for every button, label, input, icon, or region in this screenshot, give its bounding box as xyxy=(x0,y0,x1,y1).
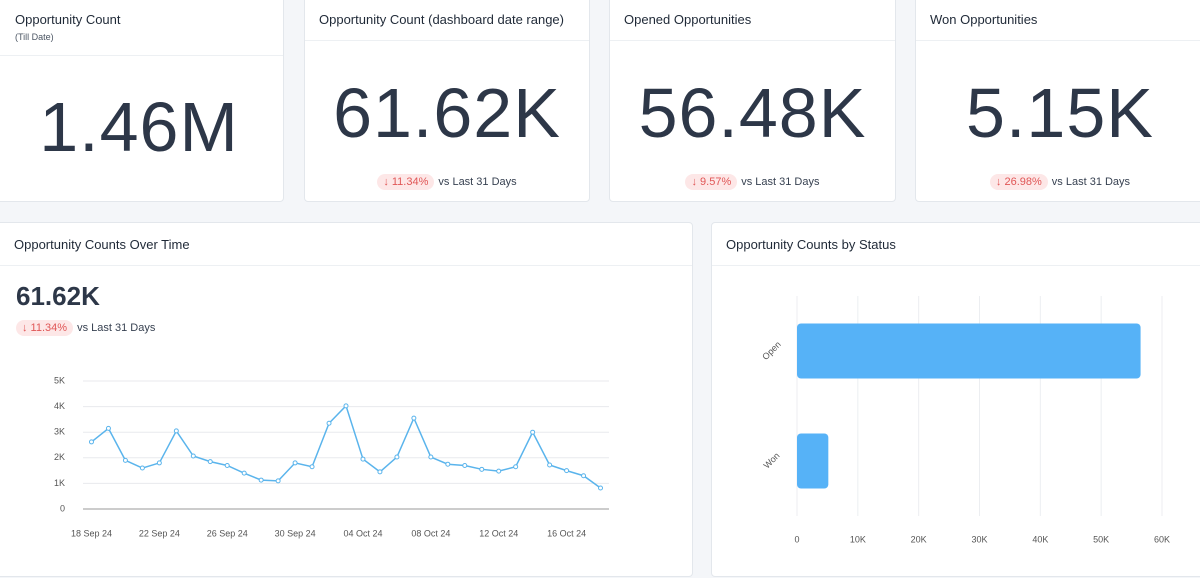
panel-title: Opportunity Counts Over Time xyxy=(14,237,190,252)
bar-chart: 0 10K 20K 30K 40K 50K 60K Open Won xyxy=(760,296,1170,544)
x-tick-label: 04 Oct 24 xyxy=(343,528,382,538)
point xyxy=(326,420,332,426)
kpi-change: ↓ 9.57% xyxy=(685,174,738,190)
bar xyxy=(797,433,829,489)
point xyxy=(581,473,587,479)
kpi-comparison: vs Last 31 Days xyxy=(741,176,820,188)
y-tick-label: 0 xyxy=(60,503,65,513)
point xyxy=(88,439,94,445)
kpi-title: Opened Opportunities xyxy=(624,12,752,27)
kpi-value: 5.15K xyxy=(966,74,1154,152)
point xyxy=(207,459,213,465)
y-tick-label: 4K xyxy=(54,401,65,411)
x-tick-label: 50K xyxy=(1093,534,1109,544)
point xyxy=(105,425,111,431)
x-tick-label: 0 xyxy=(794,534,799,544)
x-tick-label: 30 Sep 24 xyxy=(275,528,316,538)
point xyxy=(258,477,264,483)
x-tick-label: 16 Oct 24 xyxy=(547,528,586,538)
point xyxy=(377,469,383,475)
point xyxy=(530,429,536,435)
kpi-value: 61.62K xyxy=(333,74,561,152)
point xyxy=(428,454,434,460)
kpi-comparison: vs Last 31 Days xyxy=(1051,176,1131,188)
kpi-subtitle: (Till Date) xyxy=(15,32,54,42)
point xyxy=(445,461,451,467)
x-tick-label: 12 Oct 24 xyxy=(479,528,518,538)
x-tick-label: 26 Sep 24 xyxy=(207,528,248,538)
panel-value: 61.62K xyxy=(16,281,100,311)
point xyxy=(496,468,502,474)
kpi-change: ↓ 26.98% xyxy=(989,174,1048,190)
point xyxy=(139,465,145,471)
x-tick-label: 20K xyxy=(911,534,927,544)
y-tick-label: 5K xyxy=(54,375,65,385)
point xyxy=(513,464,519,470)
panel-comparison: vs Last 31 Days xyxy=(77,322,156,334)
panel-change: ↓ 11.34% xyxy=(16,320,74,336)
kpi-card: Opportunity Count (dashboard date range)… xyxy=(304,0,590,202)
kpi-title: Won Opportunities xyxy=(930,12,1038,27)
point xyxy=(156,460,162,466)
point xyxy=(309,464,315,470)
point xyxy=(275,478,281,484)
point xyxy=(190,453,196,459)
kpi-card: Opportunity Count (Till Date) 1.46M xyxy=(0,0,284,202)
kpi-card: Opened Opportunities 56.48K ↓ 9.57% vs La… xyxy=(609,0,896,202)
point xyxy=(241,470,247,476)
x-tick-label: 40K xyxy=(1032,534,1048,544)
point xyxy=(462,462,468,468)
point xyxy=(343,403,349,409)
point xyxy=(122,457,128,463)
y-tick-label: Open xyxy=(760,339,783,362)
bar-panel: Opportunity Counts by Status 0 10K 20K 30K 4… xyxy=(711,222,1200,577)
y-tick-label: 1K xyxy=(54,478,65,488)
x-tick-label: 60K xyxy=(1154,534,1170,544)
bar xyxy=(797,323,1141,379)
x-tick-label: 08 Oct 24 xyxy=(411,528,450,538)
point xyxy=(394,454,400,460)
kpi-value: 56.48K xyxy=(638,74,867,152)
x-tick-label: 18 Sep 24 xyxy=(71,528,112,538)
kpi-title: Opportunity Count (dashboard date range) xyxy=(319,12,564,27)
line-panel: Opportunity Counts Over Time 61.62K ↓ 11… xyxy=(0,222,693,577)
kpi-card: Won Opportunities 5.15K ↓ 26.98% vs Last … xyxy=(915,0,1200,202)
point xyxy=(173,428,179,434)
kpi-change: ↓ 11.34% xyxy=(377,174,435,190)
point xyxy=(564,468,570,474)
x-tick-label: 10K xyxy=(850,534,866,544)
point xyxy=(292,460,298,466)
point xyxy=(479,466,485,472)
y-tick-label: 3K xyxy=(54,427,65,437)
x-tick-label: 30K xyxy=(971,534,987,544)
kpi-value: 1.46M xyxy=(39,88,239,166)
point xyxy=(547,462,553,468)
x-tick-label: 22 Sep 24 xyxy=(139,528,180,538)
panel-title: Opportunity Counts by Status xyxy=(726,237,896,252)
point xyxy=(224,462,230,468)
point xyxy=(598,485,604,491)
line xyxy=(91,404,601,489)
kpi-title: Opportunity Count xyxy=(15,12,121,27)
kpi-comparison: vs Last 31 Days xyxy=(438,176,517,188)
point xyxy=(360,456,366,462)
line-chart: 0 1K 2K 3K 4K 5K 18 Sep 24 22 Sep 24 26 Sep 24 30… xyxy=(54,375,609,538)
point xyxy=(411,415,417,421)
y-tick-label: 2K xyxy=(54,452,65,462)
y-tick-label: Won xyxy=(762,451,782,471)
